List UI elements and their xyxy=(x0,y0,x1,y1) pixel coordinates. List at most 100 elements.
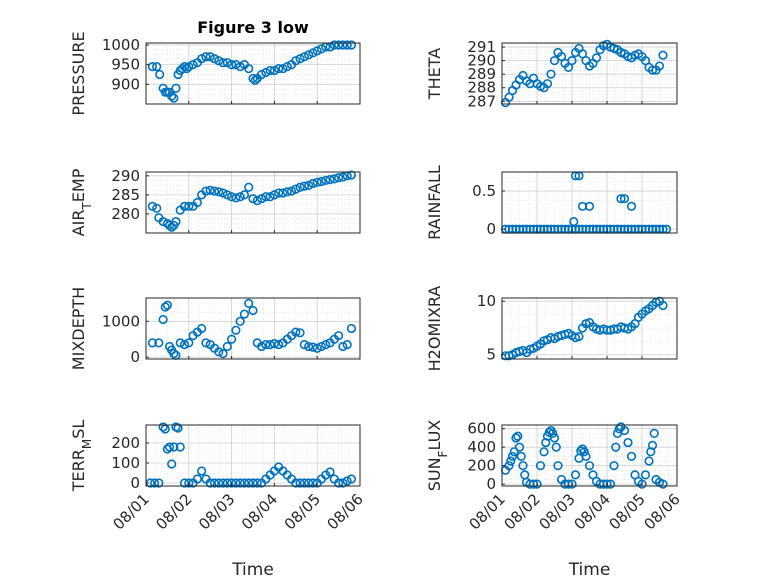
data-point xyxy=(334,478,344,488)
y-tick-label: 600 xyxy=(467,420,496,438)
y-axis-label: AIRTEMP xyxy=(69,168,94,236)
data-point xyxy=(182,63,192,74)
y-tick-label: 290 xyxy=(467,52,496,70)
data-point xyxy=(201,338,211,348)
data-point xyxy=(274,188,284,198)
data-point xyxy=(248,305,258,316)
y-axis-label: MIXDEPTH xyxy=(69,287,88,370)
data-point xyxy=(197,54,207,64)
data-point xyxy=(304,478,314,488)
data-point xyxy=(658,300,668,311)
data-point xyxy=(299,478,309,488)
data-point xyxy=(325,467,335,477)
data-point xyxy=(261,192,271,202)
y-tick-label: 291 xyxy=(467,38,496,56)
data-point xyxy=(570,470,581,480)
data-point xyxy=(227,192,237,202)
data-point xyxy=(154,338,164,348)
data-point xyxy=(152,203,162,213)
data-point xyxy=(184,62,194,72)
data-point xyxy=(654,61,665,71)
data-point xyxy=(248,73,258,84)
data-point xyxy=(567,479,577,489)
x-tick-label: 08/06 xyxy=(641,490,684,533)
data-point xyxy=(147,338,158,348)
x-tick-label: 08/04 xyxy=(238,490,281,533)
data-point xyxy=(626,201,637,211)
data-point xyxy=(308,178,318,189)
data-point xyxy=(619,425,630,436)
data-point xyxy=(291,184,301,194)
data-point xyxy=(256,341,267,352)
data-point xyxy=(164,220,175,230)
data-point xyxy=(507,451,518,462)
data-point xyxy=(334,331,344,341)
data-point xyxy=(179,201,190,211)
x-tick-label: 08/05 xyxy=(281,490,324,533)
data-point xyxy=(346,323,357,334)
data-point xyxy=(312,177,322,187)
y-tick-label: 5 xyxy=(486,346,496,364)
data-point xyxy=(316,341,327,352)
y-tick-label: 290 xyxy=(111,167,140,185)
data-point xyxy=(286,186,297,196)
data-point xyxy=(261,67,271,78)
data-point xyxy=(569,216,579,227)
data-point xyxy=(553,461,563,471)
data-point xyxy=(346,474,357,484)
data-point xyxy=(611,442,621,452)
data-point xyxy=(346,40,357,50)
data-point xyxy=(169,349,179,359)
x-tick-label: 08/03 xyxy=(195,490,238,533)
data-point xyxy=(265,192,275,202)
data-point xyxy=(147,201,158,211)
data-point xyxy=(509,447,519,457)
data-point xyxy=(184,201,194,211)
data-point xyxy=(218,58,228,68)
data-point xyxy=(188,60,198,70)
axes-box xyxy=(145,424,361,487)
data-point xyxy=(299,181,309,191)
data-point xyxy=(175,338,185,348)
data-point xyxy=(158,422,168,432)
data-point xyxy=(164,442,175,452)
data-point xyxy=(214,478,224,488)
data-point xyxy=(209,478,220,488)
data-point xyxy=(516,451,526,462)
data-point xyxy=(171,83,181,93)
data-point xyxy=(278,63,288,74)
data-point xyxy=(218,478,228,488)
axes-box xyxy=(501,42,678,105)
data-point xyxy=(205,478,215,488)
data-point xyxy=(549,433,560,443)
data-point xyxy=(338,478,348,488)
data-point xyxy=(201,186,211,196)
data-point xyxy=(261,340,271,350)
y-tick-label: 950 xyxy=(111,56,140,74)
data-point xyxy=(539,447,549,457)
data-point xyxy=(239,190,250,200)
data-point xyxy=(658,479,668,489)
data-point xyxy=(346,170,357,180)
data-point xyxy=(269,190,280,200)
axes-box xyxy=(501,297,678,360)
data-point xyxy=(179,340,190,350)
data-point xyxy=(295,328,305,338)
chart-panel-4: 0 0.5 RAINFALL xyxy=(425,165,678,240)
data-point xyxy=(291,56,301,66)
data-point xyxy=(222,341,232,352)
axes-box xyxy=(145,297,361,360)
data-point xyxy=(222,190,232,200)
data-point xyxy=(192,197,202,208)
data-point xyxy=(235,478,245,488)
y-axis-label: PRESSURE xyxy=(69,31,88,115)
data-point xyxy=(197,323,207,334)
y-axis-label: SUNFLUX xyxy=(425,420,450,492)
y-tick-label: 100 xyxy=(111,454,140,472)
x-axis-label: Time xyxy=(568,560,611,580)
data-point xyxy=(308,342,318,352)
data-point xyxy=(155,69,165,80)
data-point xyxy=(647,65,658,75)
data-point xyxy=(591,53,602,63)
